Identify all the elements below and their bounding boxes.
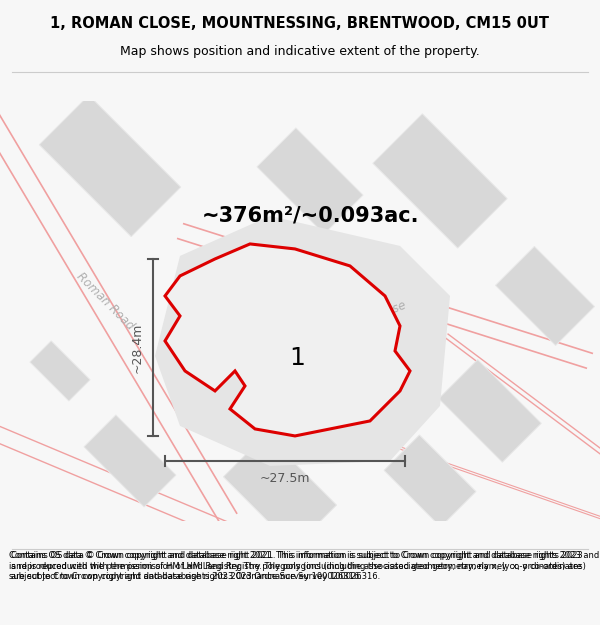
Text: ~27.5m: ~27.5m: [260, 472, 310, 486]
Text: ~376m²/~0.093ac.: ~376m²/~0.093ac.: [201, 206, 419, 226]
Polygon shape: [30, 341, 90, 401]
Polygon shape: [373, 114, 507, 248]
Text: 1: 1: [289, 346, 305, 369]
Text: Roman Close: Roman Close: [332, 298, 409, 339]
Text: ~28.4m: ~28.4m: [131, 322, 143, 372]
Polygon shape: [155, 216, 450, 466]
Polygon shape: [165, 244, 410, 436]
Polygon shape: [257, 128, 363, 234]
Text: Contains OS data © Crown copyright and database right 2021. This information is : Contains OS data © Crown copyright and d…: [9, 551, 599, 581]
Polygon shape: [84, 415, 176, 507]
Text: 1, ROMAN CLOSE, MOUNTNESSING, BRENTWOOD, CM15 0UT: 1, ROMAN CLOSE, MOUNTNESSING, BRENTWOOD,…: [50, 16, 550, 31]
Polygon shape: [496, 246, 595, 346]
Text: Map shows position and indicative extent of the property.: Map shows position and indicative extent…: [120, 44, 480, 58]
Text: Contains OS data © Crown copyright and database right 2021. This information is : Contains OS data © Crown copyright and d…: [11, 551, 586, 581]
Polygon shape: [384, 435, 476, 527]
Polygon shape: [39, 95, 181, 237]
Polygon shape: [439, 359, 541, 462]
Polygon shape: [223, 434, 337, 548]
Text: Roman Road: Roman Road: [74, 269, 136, 332]
